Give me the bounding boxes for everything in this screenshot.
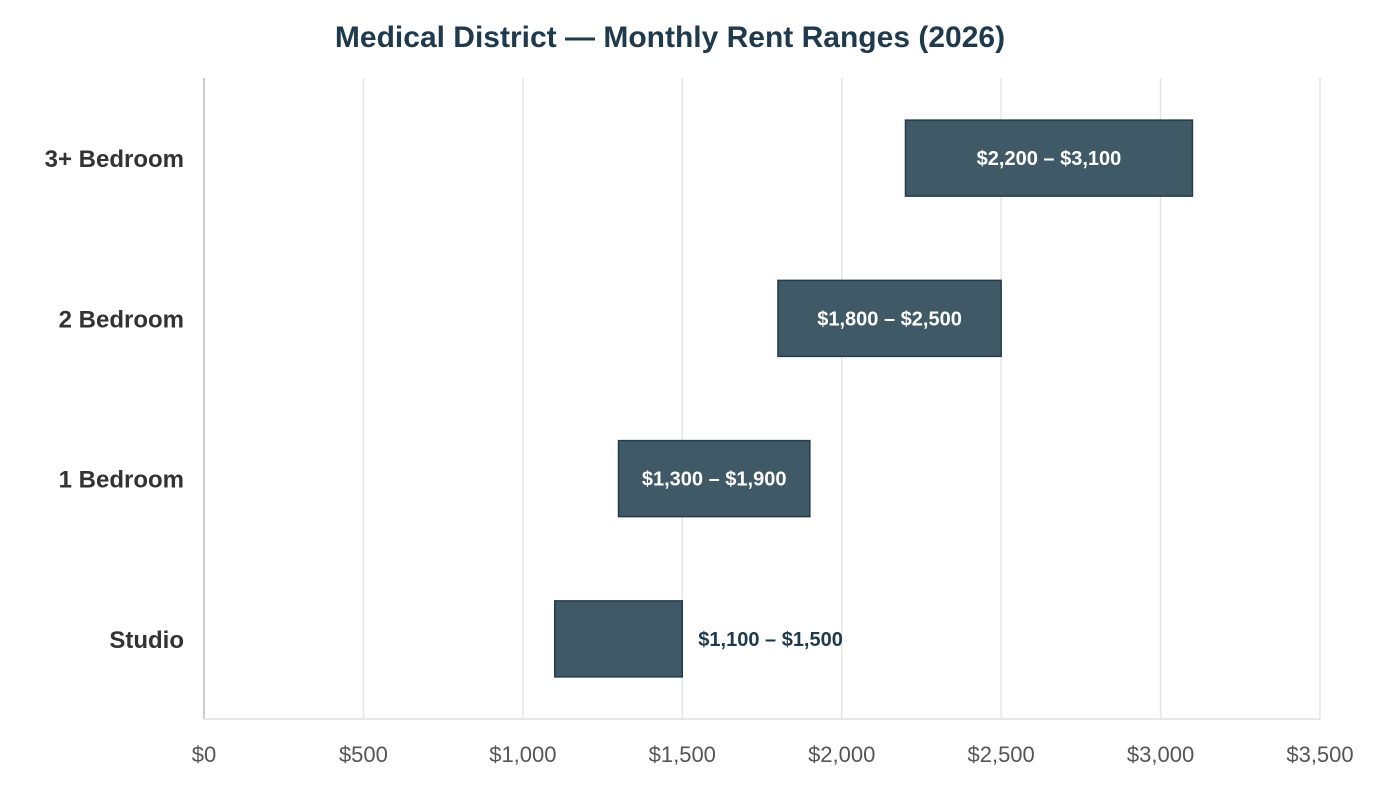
chart-title: Medical District — Monthly Rent Ranges (… <box>334 21 1006 54</box>
x-tick-label: $0 <box>192 742 216 767</box>
range-label: $2,200 – $3,100 <box>977 148 1122 170</box>
range-label: $1,800 – $2,500 <box>817 308 962 330</box>
category-label: 1 Bedroom <box>59 467 184 494</box>
range-bar <box>617 439 811 518</box>
category-label: Studio <box>109 627 184 654</box>
range-labels: $2,200 – $3,100 $1,800 – $2,500 $1,300 – $… <box>642 148 1121 651</box>
x-tick-label: $2,500 <box>967 742 1034 767</box>
grid-layer <box>362 78 1321 719</box>
x-tick-label: $3,000 <box>1127 742 1194 767</box>
x-tick-label: $3,500 <box>1286 742 1353 767</box>
x-tick-label: $500 <box>339 742 388 767</box>
axis-layer <box>203 78 1320 720</box>
range-bars <box>553 119 1194 678</box>
x-tick-label: $2,000 <box>808 742 875 767</box>
category-label: 2 Bedroom <box>59 306 184 333</box>
x-tick-labels: $0 $500 $1,000 $1,500 $2,000 $2,500 $3,000 $3,5… <box>192 742 1354 767</box>
range-bar <box>553 600 684 678</box>
range-bar <box>904 119 1194 197</box>
x-tick-label: $1,500 <box>649 742 716 767</box>
range-label: $1,300 – $1,900 <box>642 469 787 491</box>
category-labels: 3+ Bedroom 2 Bedroom 1 Bedroom Studio <box>45 146 184 654</box>
range-label: $1,100 – $1,500 <box>698 629 843 651</box>
range-bar <box>777 279 1002 358</box>
category-label: 3+ Bedroom <box>45 146 184 173</box>
x-tick-label: $1,000 <box>489 742 556 767</box>
